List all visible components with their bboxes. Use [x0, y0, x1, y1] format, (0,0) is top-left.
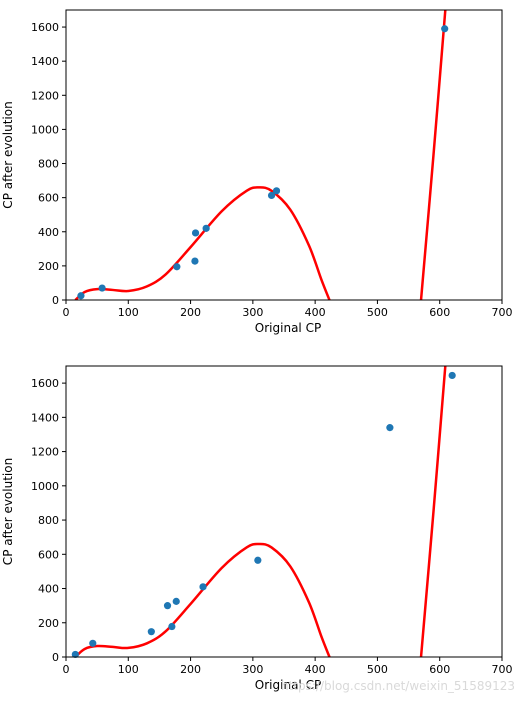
data-point	[71, 650, 79, 659]
data-point	[89, 639, 97, 647]
chart-1: 0 100 200 300 400 500 600 700 0 200 400 600 800 1000 1…	[1, 9, 513, 335]
y-tick-label: 600	[38, 548, 59, 561]
y-tick-label: 1200	[31, 446, 59, 459]
y-tick-label: 1400	[31, 55, 59, 68]
fitted-curve-left-branch	[74, 186, 331, 300]
data-point	[254, 556, 262, 564]
y-tick-label: 1600	[31, 21, 59, 34]
fitted-curve-right-branch	[419, 10, 447, 300]
x-tick-label: 700	[492, 663, 513, 676]
data-point	[172, 597, 180, 605]
data-point	[386, 424, 394, 432]
axes-frame	[65, 365, 503, 658]
y-tick-label: 200	[38, 260, 59, 273]
fitted-curve	[74, 366, 447, 657]
fitted-curve-left-branch	[74, 542, 331, 657]
data-point	[168, 622, 176, 631]
x-tick-label: 400	[305, 663, 326, 676]
y-tick-label: 1000	[31, 480, 59, 493]
x-tick-label: 700	[492, 306, 513, 319]
data-point	[98, 284, 106, 292]
data-point	[191, 257, 199, 265]
data-point	[272, 187, 281, 195]
data-point	[147, 628, 155, 636]
y-tick-label: 400	[38, 583, 59, 596]
x-tick-label: 600	[429, 663, 450, 676]
y-tick-label: 0	[52, 294, 59, 307]
x-axis-label: Original CP	[255, 678, 321, 692]
y-tick-label: 800	[38, 514, 59, 527]
data-point	[163, 602, 172, 610]
y-tick-label: 400	[38, 226, 59, 239]
x-axis-label: Original CP	[255, 321, 321, 335]
x-tick-label: 400	[305, 306, 326, 319]
data-point	[267, 191, 276, 200]
data-point	[441, 25, 449, 33]
watermark-text: https://blog.csdn.net/weixin_51589123	[281, 679, 515, 693]
y-tick-label: 1400	[31, 411, 59, 424]
x-tick-label: 100	[118, 306, 139, 319]
x-tick-label: 500	[367, 663, 388, 676]
y-tick-label: 1600	[31, 377, 59, 390]
chart-2: 0 100 200 300 400 500 600 700 0 200 400 600 800 1000 1…	[1, 365, 513, 692]
x-tick-label: 100	[118, 663, 139, 676]
x-tick-label: 200	[180, 663, 201, 676]
y-tick-label: 0	[52, 651, 59, 664]
data-point	[77, 292, 85, 300]
y-tick-label: 200	[38, 617, 59, 630]
data-point	[202, 224, 210, 232]
data-point	[199, 583, 207, 591]
x-tick-label: 300	[242, 306, 263, 319]
fitted-curve-right-branch	[419, 366, 447, 657]
y-axis-label: CP after evolution	[1, 458, 15, 565]
axes-frame	[65, 9, 503, 301]
x-tick-label: 200	[180, 306, 201, 319]
data-point	[448, 371, 456, 380]
data-points	[71, 371, 456, 659]
y-axis-label: CP after evolution	[1, 101, 15, 208]
x-tick-label: 600	[429, 306, 450, 319]
data-point	[191, 229, 200, 237]
y-tick-label: 1000	[31, 123, 59, 136]
y-tick-label: 1200	[31, 89, 59, 102]
y-tick-label: 600	[38, 192, 59, 205]
data-point	[173, 263, 181, 271]
x-tick-label: 300	[242, 663, 263, 676]
x-tick-label: 500	[367, 306, 388, 319]
fitted-curve	[74, 10, 447, 300]
x-tick-label: 0	[63, 306, 70, 319]
y-tick-label: 800	[38, 158, 59, 171]
x-tick-label: 0	[63, 663, 70, 676]
data-points	[77, 25, 449, 300]
